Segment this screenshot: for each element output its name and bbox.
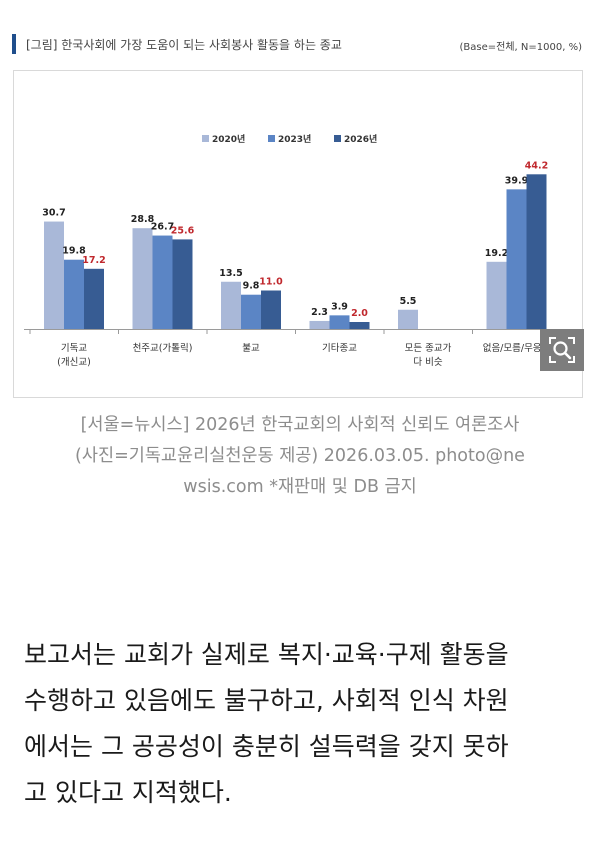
category-label: (개신교) bbox=[57, 357, 91, 368]
data-label: 25.6 bbox=[171, 225, 195, 236]
bar bbox=[132, 228, 153, 329]
data-label: 3.9 bbox=[331, 301, 348, 312]
bar bbox=[172, 239, 193, 329]
zoom-button[interactable] bbox=[540, 329, 584, 371]
data-label: 44.2 bbox=[525, 160, 548, 171]
bar bbox=[84, 268, 104, 329]
category-label: 기타종교 bbox=[322, 343, 357, 354]
data-label: 28.8 bbox=[131, 214, 155, 225]
data-label: 19.8 bbox=[62, 246, 86, 257]
category-label: 기독교 bbox=[61, 343, 87, 354]
data-label: 9.8 bbox=[243, 281, 260, 292]
bar bbox=[261, 290, 281, 329]
bar bbox=[486, 261, 507, 329]
zoom-magnifier-icon bbox=[549, 337, 575, 363]
data-label: 5.5 bbox=[400, 296, 417, 307]
bar bbox=[309, 320, 330, 329]
photo-caption: [서울=뉴시스] 2026년 한국교회의 사회적 신뢰도 여론조사 (사진=기독… bbox=[0, 410, 600, 503]
article-line: 고 있다고 지적했다. bbox=[24, 778, 232, 807]
category-label: 천주교(가톨릭) bbox=[133, 342, 193, 354]
data-label: 2.3 bbox=[311, 307, 328, 318]
bar bbox=[44, 221, 64, 329]
bar bbox=[152, 235, 173, 329]
category-label: 모든 종교가 bbox=[405, 343, 452, 354]
data-label: 13.5 bbox=[219, 268, 242, 279]
data-label: 2.0 bbox=[351, 308, 368, 319]
bar bbox=[64, 259, 84, 329]
bar bbox=[241, 294, 261, 329]
article-line: 수행하고 있음에도 불구하고, 사회적 인식 차원 bbox=[24, 686, 509, 715]
bar bbox=[398, 309, 418, 329]
bar bbox=[329, 315, 350, 329]
data-label: 30.7 bbox=[42, 208, 65, 219]
category-label: 다 비슷 bbox=[413, 357, 442, 368]
legend-label: 2026년 bbox=[344, 133, 377, 145]
legend-swatch bbox=[268, 135, 275, 142]
legend-swatch bbox=[202, 135, 209, 142]
chart-figure: [그림] 한국사회에 가장 도움이 되는 사회봉사 활동을 하는 종교 (Bas… bbox=[12, 30, 584, 398]
bar bbox=[526, 174, 547, 329]
data-label: 11.0 bbox=[259, 277, 283, 288]
caption-line: wsis.com *재판매 및 DB 금지 bbox=[183, 477, 417, 497]
figure-title: [그림] 한국사회에 가장 도움이 되는 사회봉사 활동을 하는 종교 bbox=[26, 38, 342, 52]
article-line: 에서는 그 공공성이 충분히 설득력을 갖지 못하 bbox=[24, 732, 509, 761]
caption-line: [서울=뉴시스] 2026년 한국교회의 사회적 신뢰도 여론조사 bbox=[80, 415, 520, 435]
figure-base-note: (Base=전체, N=1000, %) bbox=[459, 42, 582, 53]
legend-label: 2023년 bbox=[278, 133, 311, 145]
data-label: 39.9 bbox=[505, 175, 528, 186]
article-line: 보고서는 교회가 실제로 복지·교육·구제 활동을 bbox=[24, 640, 509, 669]
article-paragraph: 보고서는 교회가 실제로 복지·교육·구제 활동을 수행하고 있음에도 불구하고… bbox=[24, 632, 584, 816]
title-accent-bar bbox=[12, 34, 16, 54]
bar bbox=[349, 322, 370, 329]
bar-chart: 2020년 2023년 2026년30.719.817.2기독교(개신교)28.82… bbox=[24, 133, 572, 368]
chart-area: 2020년 2023년 2026년 30.7 19.8 17.2 기독교 (개신교) 28.8 2… bbox=[13, 70, 583, 398]
caption-line: (사진=기독교윤리실천운동 제공) 2026.03.05. photo@ne bbox=[75, 446, 525, 466]
data-label: 19.2 bbox=[485, 248, 508, 259]
bar bbox=[221, 281, 241, 329]
legend-label: 2020년 bbox=[212, 133, 245, 145]
category-label: 불교 bbox=[242, 343, 260, 354]
data-label: 17.2 bbox=[82, 255, 105, 266]
category-label: 없음/모름/무응답 bbox=[483, 342, 551, 354]
legend-swatch bbox=[334, 135, 341, 142]
data-label: 26.7 bbox=[151, 222, 174, 233]
bar bbox=[506, 189, 527, 329]
